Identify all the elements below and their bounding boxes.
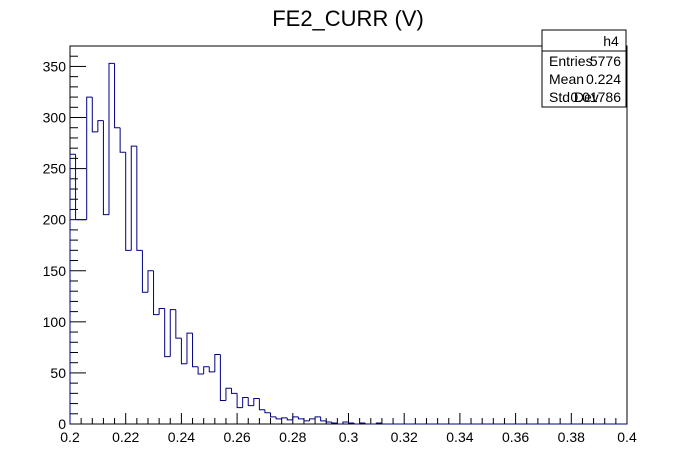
histogram-bin [264, 409, 271, 414]
y-axis: 0 50 100 150 200 250 300 350 [43, 45, 86, 432]
histogram-bin [86, 96, 93, 220]
histogram-bin [225, 387, 232, 401]
histogram-bin [381, 422, 388, 425]
histogram-bin [114, 63, 121, 129]
histogram-bin [136, 146, 143, 251]
stats-box-frame [541, 29, 627, 108]
stats-box: h4 Entries 5776 Mean 0.224 Std Dev 0.017… [541, 29, 627, 108]
stats-mean-label: Mean [549, 71, 584, 87]
histogram-bin [197, 366, 204, 375]
histogram-bin [130, 145, 137, 251]
histogram-bin [147, 270, 154, 293]
y-tick-label: 200 [43, 212, 67, 228]
histogram-bin [180, 338, 187, 365]
histogram-bin [119, 127, 126, 153]
histogram-bin [331, 421, 338, 424]
stats-mean-value: 0.224 [586, 71, 621, 87]
y-tick-label: 100 [43, 314, 67, 330]
histogram-bin [375, 422, 382, 424]
y-tick-label: 300 [43, 110, 67, 126]
y-tick-label: 50 [50, 365, 66, 381]
x-tick-label: 0.24 [168, 429, 195, 445]
histogram-bin [286, 417, 293, 421]
histogram-bin [125, 152, 132, 251]
histogram-bin [303, 418, 310, 422]
histogram-bin [320, 416, 327, 422]
x-tick-label: 0.4 [617, 429, 637, 445]
x-axis: 0.2 0.22 0.24 0.26 0.28 0.3 0.32 0.34 0.36 0.38 0.… [60, 413, 637, 445]
stats-box-title: h4 [603, 33, 619, 49]
histogram-bin [208, 366, 215, 373]
histogram-bin [281, 417, 288, 419]
histogram-bin [364, 422, 371, 425]
histogram-bin [97, 120, 104, 132]
histogram-bin [164, 308, 171, 358]
histogram-bin [203, 366, 210, 374]
histogram-bin [309, 418, 316, 421]
histogram-bin [292, 416, 299, 420]
chart-title: FE2_CURR (V) [272, 6, 424, 31]
x-tick-label: 0.28 [279, 429, 306, 445]
y-tick-label: 0 [58, 416, 66, 432]
histogram-bin [214, 354, 221, 372]
histogram-bin [297, 416, 304, 420]
y-tick-label: 350 [43, 58, 67, 74]
histogram-bin [186, 332, 193, 364]
x-tick-label: 0.34 [446, 429, 473, 445]
histogram-bin [69, 153, 76, 424]
x-tick-label: 0.22 [112, 429, 139, 445]
histogram-bin [231, 388, 238, 394]
stats-stddev-label: Std Dev [549, 89, 599, 105]
x-tick-label: 0.2 [60, 429, 80, 445]
histogram-bin [353, 422, 360, 425]
stats-stddev-value: 0.01786 [570, 89, 621, 105]
histogram-bin [270, 412, 277, 418]
histogram-bin [342, 421, 349, 424]
histogram-bin [175, 309, 182, 339]
stats-entries-value: 5776 [590, 53, 621, 69]
x-tick-label: 0.32 [391, 429, 418, 445]
histogram-bin [247, 397, 254, 407]
histogram-bin [153, 270, 160, 316]
y-tick-label: 150 [43, 263, 67, 279]
histogram-bin [236, 393, 243, 409]
histogram-bin [102, 120, 109, 216]
histogram-bin [91, 97, 98, 133]
histogram-bin [242, 396, 249, 408]
x-tick-label: 0.38 [558, 429, 585, 445]
histogram-bin [192, 333, 199, 368]
x-tick-label: 0.26 [223, 429, 250, 445]
histogram-bin [108, 62, 115, 215]
histogram-bin [314, 416, 321, 419]
histogram-bin [336, 422, 343, 425]
histogram-bin [158, 308, 165, 315]
histogram-bin [275, 416, 282, 420]
histogram-bin [75, 154, 82, 221]
histogram-bin [325, 420, 332, 423]
histogram-bin [219, 354, 226, 402]
histogram-bin [258, 398, 265, 411]
y-tick-label: 250 [43, 161, 67, 177]
histogram-bin [169, 309, 176, 357]
histogram-bin [141, 250, 148, 293]
stats-entries-label: Entries [549, 53, 593, 69]
x-tick-label: 0.36 [502, 429, 529, 445]
histogram-bin [253, 397, 260, 406]
histogram-series [69, 62, 627, 425]
histogram-bin [359, 422, 366, 424]
x-tick-label: 0.3 [339, 429, 359, 445]
histogram-bin [348, 421, 355, 424]
